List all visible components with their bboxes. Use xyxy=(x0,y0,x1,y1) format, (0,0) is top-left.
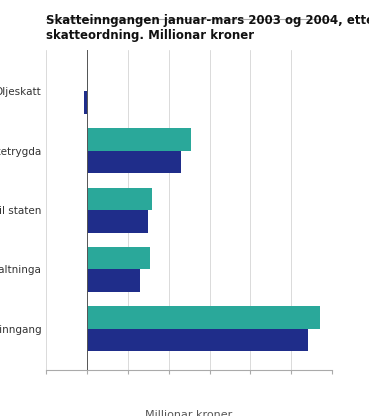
Bar xyxy=(87,247,150,270)
Bar xyxy=(84,92,87,114)
Bar xyxy=(87,306,320,329)
Bar xyxy=(87,188,152,210)
Bar xyxy=(87,151,181,173)
Bar xyxy=(87,210,148,233)
Text: Skatteinngangen januar-mars 2003 og 2004, etter
skatteordning. Millionar kroner: Skatteinngangen januar-mars 2003 og 2004… xyxy=(46,14,369,42)
Bar xyxy=(87,329,308,351)
Bar xyxy=(87,270,140,292)
Bar xyxy=(87,128,191,151)
X-axis label: Millionar kroner: Millionar kroner xyxy=(145,410,233,416)
Bar xyxy=(87,69,88,92)
